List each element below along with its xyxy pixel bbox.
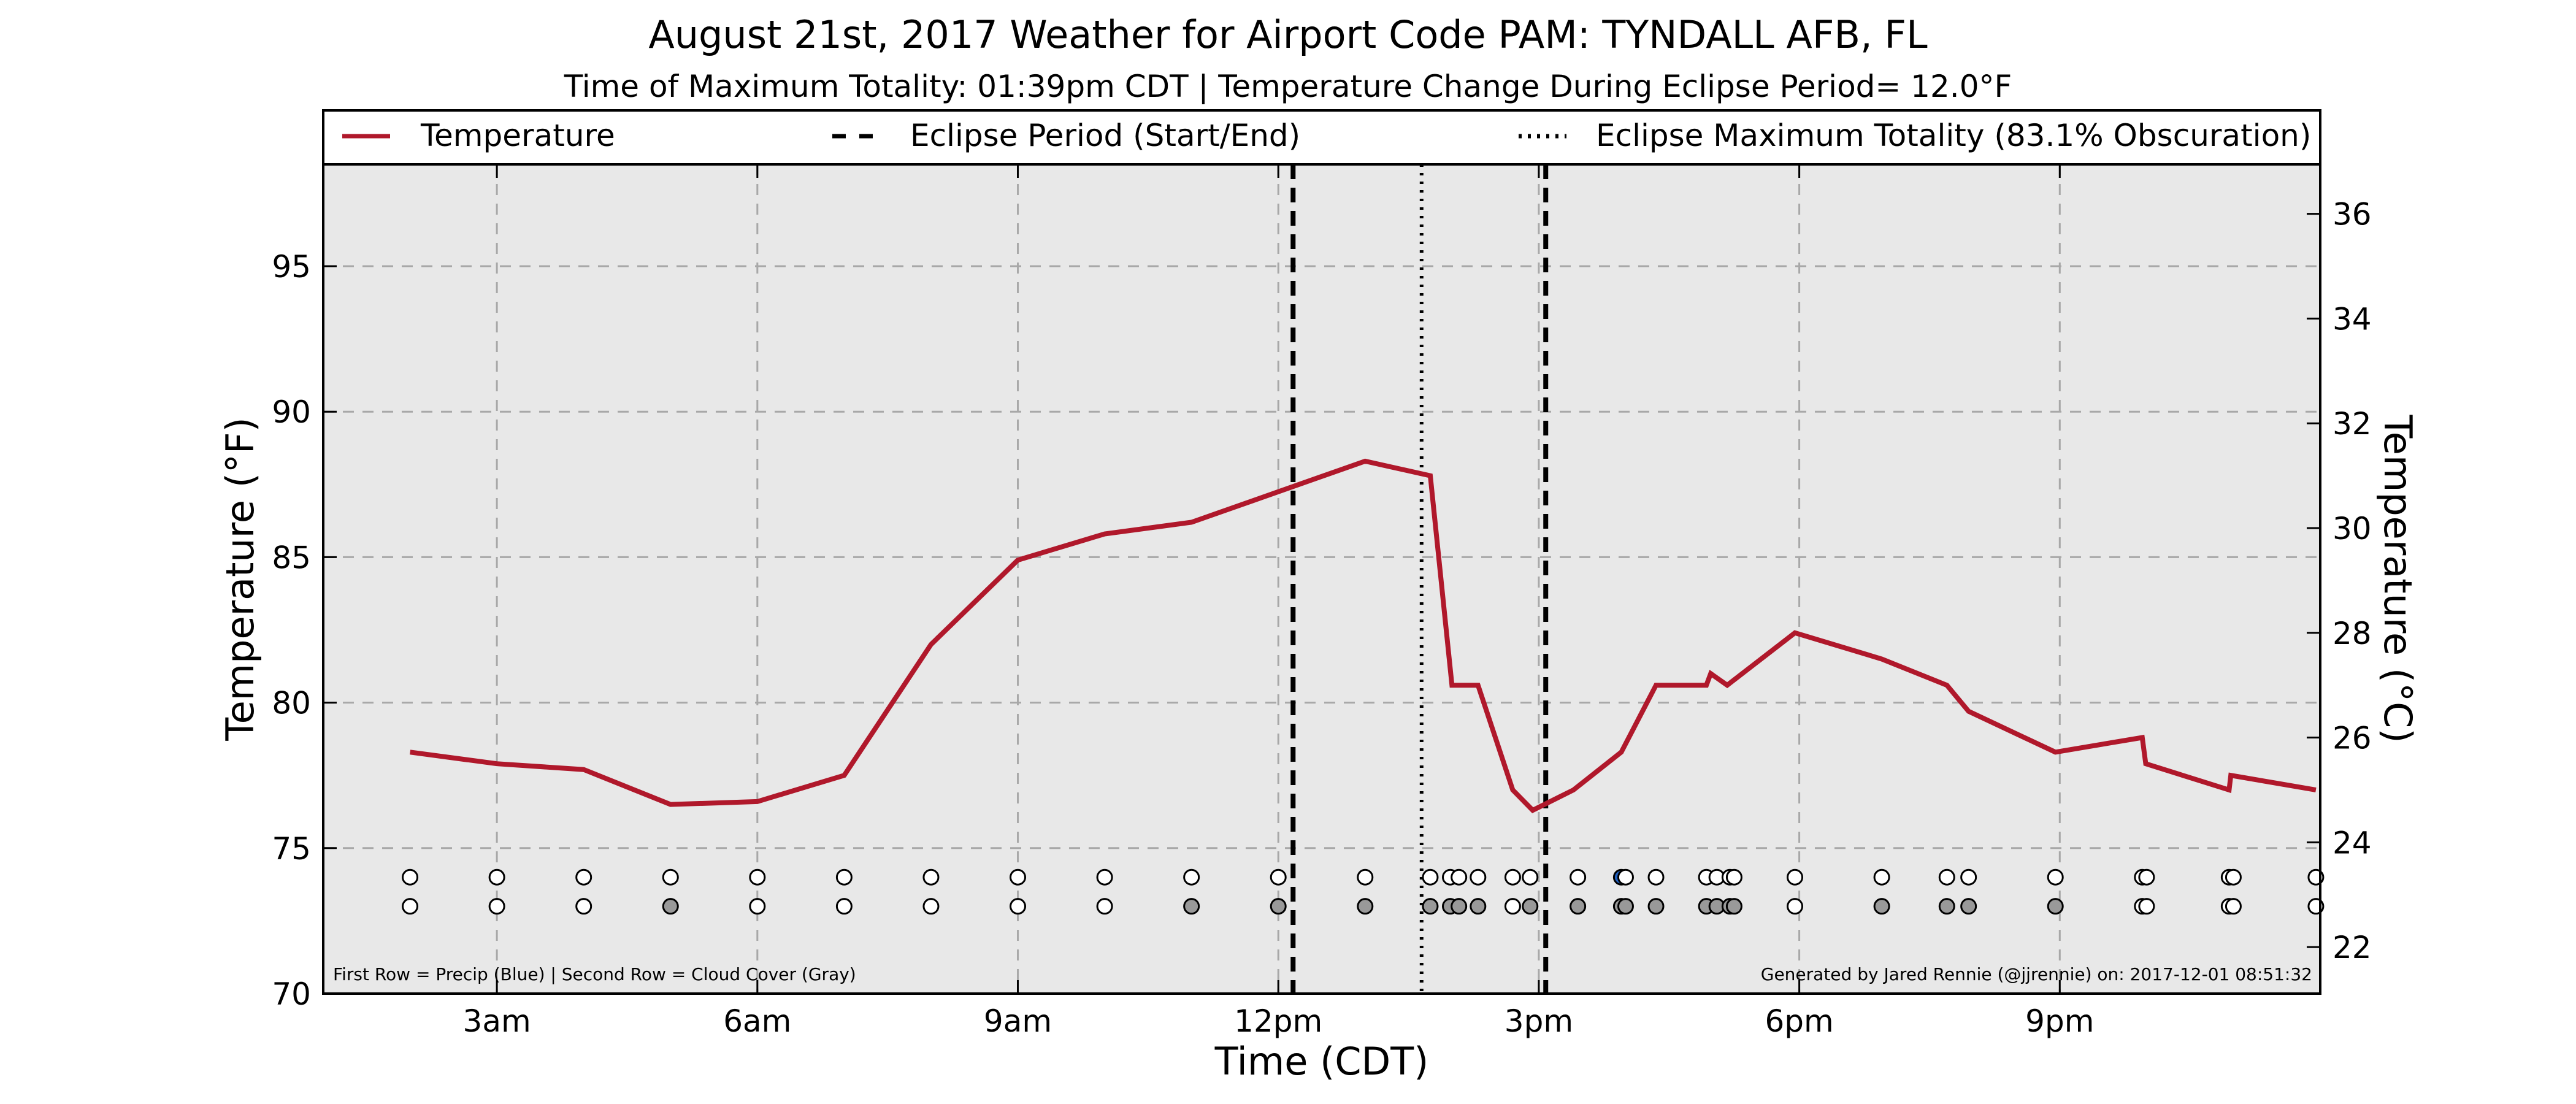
x-tick-label: 9am xyxy=(984,1003,1052,1039)
y-tick-label: 90 xyxy=(272,394,311,430)
precip-marker xyxy=(1647,868,1665,886)
cloud-cover-marker xyxy=(1451,898,1468,915)
footnote-left: First Row = Precip (Blue) | Second Row =… xyxy=(333,964,856,984)
cloud-cover-marker xyxy=(1504,898,1521,915)
cloud-cover-marker xyxy=(1938,898,1955,915)
precip-marker xyxy=(922,868,940,886)
precip-marker xyxy=(1787,868,1804,886)
precip-marker xyxy=(1183,868,1200,886)
cloud-cover-marker xyxy=(575,898,592,915)
cloud-cover-marker xyxy=(488,898,505,915)
y-tick-label: 85 xyxy=(272,540,311,575)
x-tick-label: 6am xyxy=(723,1003,791,1039)
precip-marker xyxy=(1570,868,1587,886)
temperature-line xyxy=(410,458,2317,813)
cloud-cover-marker xyxy=(662,898,679,915)
cloud-cover-marker xyxy=(2138,898,2155,915)
y-right-tick-label: 28 xyxy=(2333,616,2372,651)
precip-marker xyxy=(1357,868,1374,886)
chart-subtitle: Time of Maximum Totality: 01:39pm CDT | … xyxy=(564,69,2012,104)
y-right-tick-label: 32 xyxy=(2333,406,2372,442)
cloud-cover-marker xyxy=(1270,898,1287,915)
cloud-cover-marker xyxy=(1960,898,1977,915)
x-tick-label: 3pm xyxy=(1505,1003,1573,1039)
cloud-cover-marker xyxy=(749,898,766,915)
y-tick-label: 95 xyxy=(272,249,311,285)
y-right-tick-label: 36 xyxy=(2333,197,2372,232)
y-axis-label-left: Temperature (°F) xyxy=(218,417,263,741)
precip-marker xyxy=(2225,868,2242,886)
footnote-right: Generated by Jared Rennie (@jjrennie) on… xyxy=(1761,964,2312,984)
y-tick-label: 70 xyxy=(272,976,311,1012)
precip-marker xyxy=(575,868,592,886)
legend-max-totality-label: Eclipse Maximum Totality (83.1% Obscurat… xyxy=(1596,118,2311,153)
axis-ticks: 3am 6am 9am 12pm 3pm 6pm 9pm 70 75 80 85 90 95 22 24 26… xyxy=(272,164,2372,1039)
x-tick-label: 12pm xyxy=(1234,1003,1322,1039)
cloud-cover-marker xyxy=(1422,898,1439,915)
chart-title: August 21st, 2017 Weather for Airport Co… xyxy=(648,12,1928,57)
cloud-cover-marker xyxy=(1357,898,1374,915)
precip-marker xyxy=(1522,868,1539,886)
cloud-cover-marker xyxy=(835,898,853,915)
precip-marker xyxy=(2047,868,2064,886)
cloud-cover-marker xyxy=(2047,898,2064,915)
cloud-cover-marker xyxy=(1522,898,1539,915)
cloud-cover-marker xyxy=(922,898,940,915)
y-right-tick-label: 22 xyxy=(2333,930,2372,965)
precip-marker xyxy=(835,868,853,886)
x-tick-label: 9pm xyxy=(2025,1003,2094,1039)
plot-area xyxy=(323,164,2320,994)
y-axis-label-right: Temperature (°C) xyxy=(2375,414,2420,743)
cloud-cover-marker xyxy=(1725,898,1742,915)
precip-marker xyxy=(1096,868,1113,886)
cloud-cover-marker xyxy=(402,898,419,915)
cloud-cover-marker xyxy=(1647,898,1665,915)
precip-marker xyxy=(1617,868,1634,886)
y-right-tick-label: 26 xyxy=(2333,721,2372,756)
cloud-cover-marker xyxy=(1010,898,1027,915)
precip-marker xyxy=(1960,868,1977,886)
grid-lines xyxy=(323,164,2320,994)
y-tick-label: 75 xyxy=(272,831,311,867)
precip-marker xyxy=(1422,868,1439,886)
precip-marker xyxy=(2138,868,2155,886)
precip-marker xyxy=(402,868,419,886)
cloud-cover-marker xyxy=(1096,898,1113,915)
precip-marker xyxy=(662,868,679,886)
cloud-cover-marker xyxy=(1617,898,1634,915)
legend-temperature-label: Temperature xyxy=(420,118,615,153)
cloud-cover-marker xyxy=(1183,898,1200,915)
precip-marker xyxy=(488,868,505,886)
precip-marker xyxy=(1725,868,1742,886)
y-right-tick-label: 24 xyxy=(2333,825,2372,861)
y-right-tick-label: 30 xyxy=(2333,511,2372,546)
y-right-tick-label: 34 xyxy=(2333,301,2372,337)
precip-marker xyxy=(1504,868,1521,886)
precip-marker xyxy=(1451,868,1468,886)
precip-marker xyxy=(1470,868,1487,886)
legend-eclipse-period-label: Eclipse Period (Start/End) xyxy=(910,118,1300,153)
precip-marker xyxy=(1270,868,1287,886)
precip-marker xyxy=(1938,868,1955,886)
temperature-series xyxy=(410,458,2317,813)
eclipse-markers xyxy=(1290,164,1549,994)
y-tick-label: 80 xyxy=(272,686,311,721)
x-tick-label: 3am xyxy=(463,1003,531,1039)
cloud-cover-marker xyxy=(1470,898,1487,915)
precip-marker xyxy=(1010,868,1027,886)
legend-box xyxy=(322,109,2321,166)
cloud-cover-marker xyxy=(2225,898,2242,915)
cloud-cover-marker xyxy=(1570,898,1587,915)
cloud-cover-marker xyxy=(1787,898,1804,915)
x-axis-label: Time (CDT) xyxy=(1214,1039,1429,1084)
precip-marker xyxy=(1873,868,1890,886)
x-tick-label: 6pm xyxy=(1765,1003,1833,1039)
precip-marker xyxy=(749,868,766,886)
observation-rows xyxy=(402,868,2325,915)
cloud-cover-marker xyxy=(1873,898,1890,915)
